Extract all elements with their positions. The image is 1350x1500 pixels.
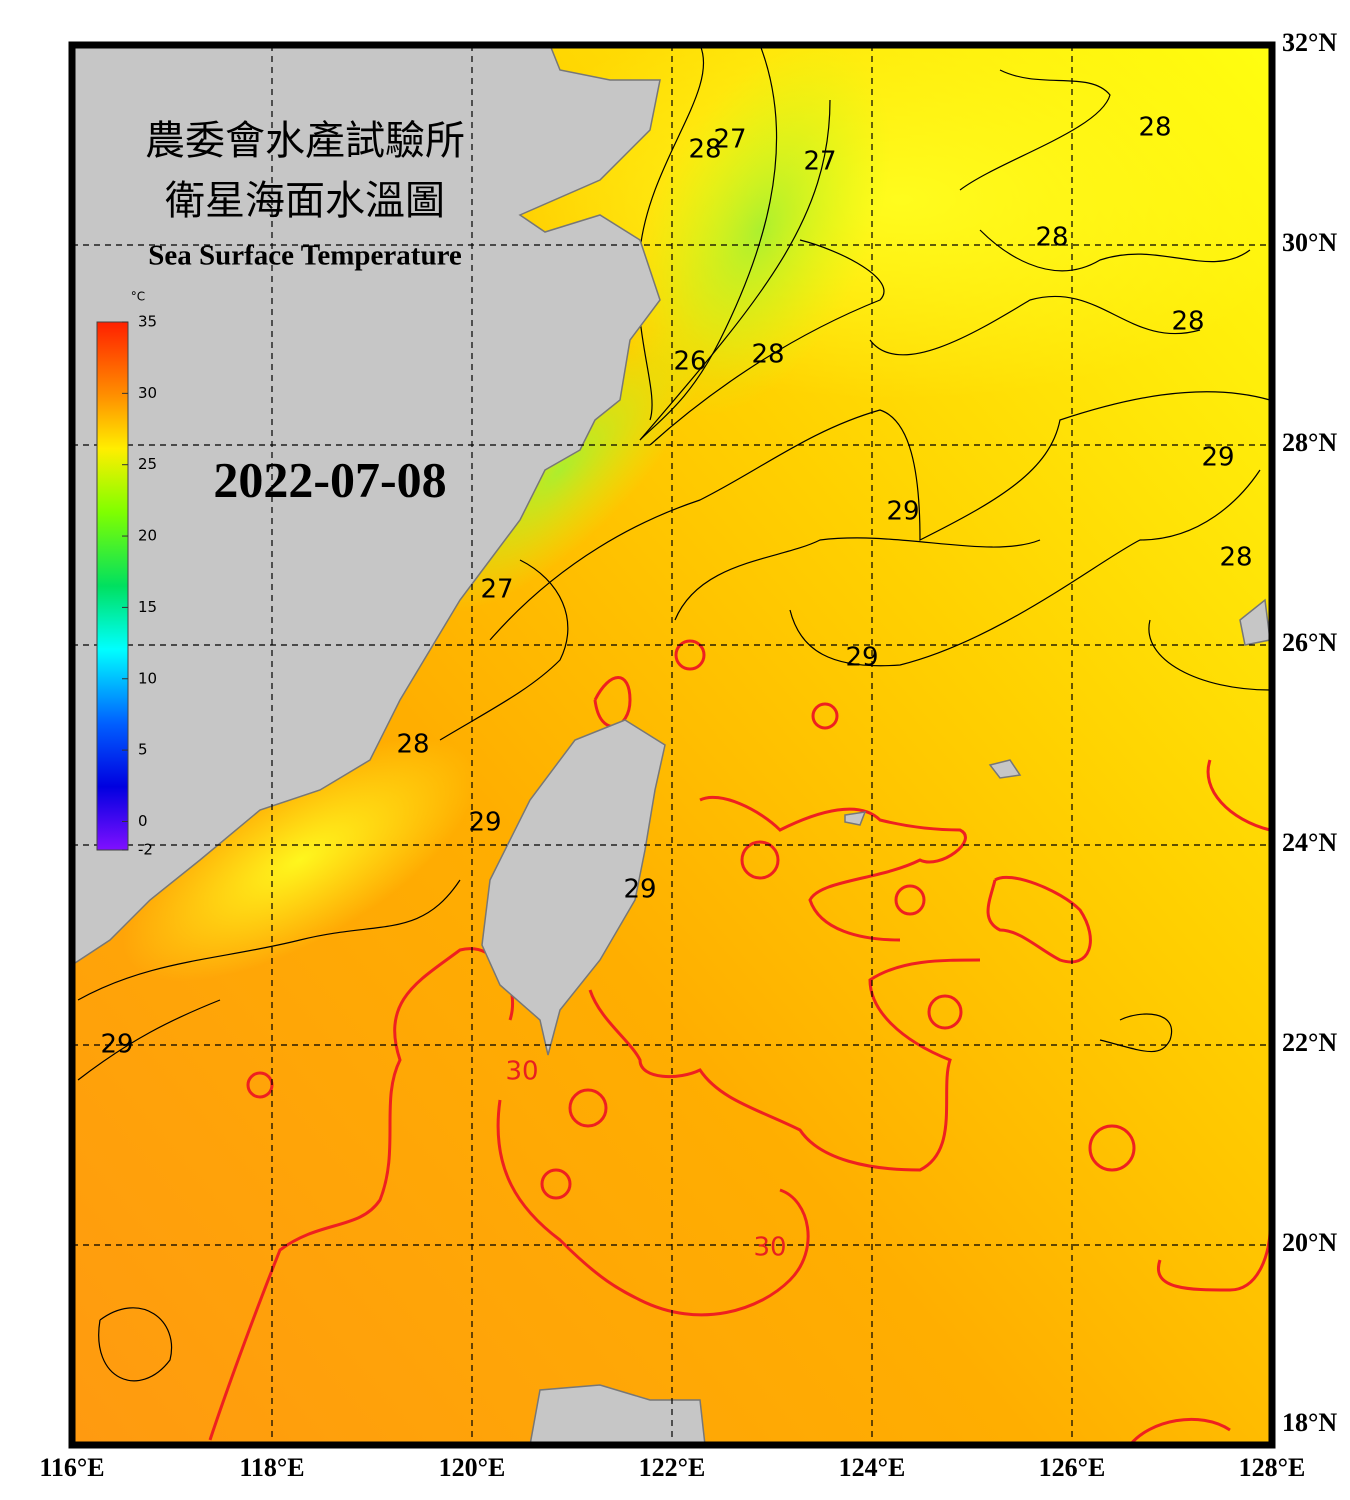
x-tick-label: 124°E [839,1453,906,1482]
y-tick-label: 28°N [1282,428,1337,457]
x-tick-label: 118°E [239,1453,304,1482]
y-tick-label: 26°N [1282,628,1337,657]
y-tick-label: 22°N [1282,1028,1337,1057]
title-line: 衛星海面水溫圖 [165,178,445,223]
contour-label: 28 [1138,113,1171,143]
graticule [72,45,1272,1445]
contour-label: 29 [468,808,501,838]
colorbar-tick-label: 30 [138,384,157,402]
colorbar-tick-label: 5 [138,741,148,759]
colorbar [96,321,129,851]
x-tick-label: 128°E [1239,1453,1306,1482]
x-tick-label: 122°E [639,1453,706,1482]
contour-label: 28 [1035,223,1068,253]
contour-label: 28 [1171,307,1204,337]
contour-label: 29 [623,875,656,905]
x-tick-label: 120°E [439,1453,506,1482]
y-tick-label: 30°N [1282,228,1337,257]
contour-label: 30 [753,1233,786,1263]
contour-label: 29 [845,643,878,673]
cool-patch [629,45,891,418]
warm-patch [122,738,478,982]
colorbar-ticks: 35 30 25 20 15 10 5 0 -2 [122,313,157,859]
subtitle: Sea Surface Temperature [148,240,462,272]
contour-label: 29 [1201,443,1234,473]
contour-label: 29 [886,497,919,527]
contour-label: 26 [673,347,706,377]
date: 2022-07-08 [213,451,446,507]
y-tick-label: 24°N [1282,828,1337,857]
x-tick-label: 116°E [39,1453,104,1482]
land [72,45,1271,1445]
colorbar-tick-label: 15 [138,598,157,616]
map-frame [68,41,1276,1449]
contour-label: 27 [713,125,746,155]
colorbar-tick-label: 25 [138,455,157,473]
y-tick-label: 32°N [1282,28,1337,57]
x-tick-label: 126°E [1039,1453,1106,1482]
contour-label: 30 [505,1057,538,1087]
colorbar-tick-label: -2 [138,841,153,859]
contour-label: 28 [751,340,784,370]
colorbar-tick-label: 35 [138,313,157,331]
isotherms-30 [208,639,1272,1445]
colorbar-tick-label: 20 [138,527,157,545]
axis-labels: 116°E 118°E 120°E 122°E 124°E 126°E 128°E 18°N 2… [39,28,1337,1482]
y-tick-label: 20°N [1282,1228,1337,1257]
colorbar-unit: °C [131,290,145,304]
y-tick-label: 18°N [1282,1408,1337,1437]
isotherms [77,45,1271,1382]
contour-label: 29 [100,1030,133,1060]
colorbar-tick-label: 0 [138,812,148,830]
contour-label: 28 [396,730,429,760]
contour-label: 28 [1219,543,1252,573]
contour-label: 27 [480,575,513,605]
contour-label: 27 [803,147,836,177]
colorbar-tick-label: 10 [138,669,157,687]
title-line: 農委會水產試驗所 [145,118,465,163]
contour-label: 28 [688,135,721,165]
